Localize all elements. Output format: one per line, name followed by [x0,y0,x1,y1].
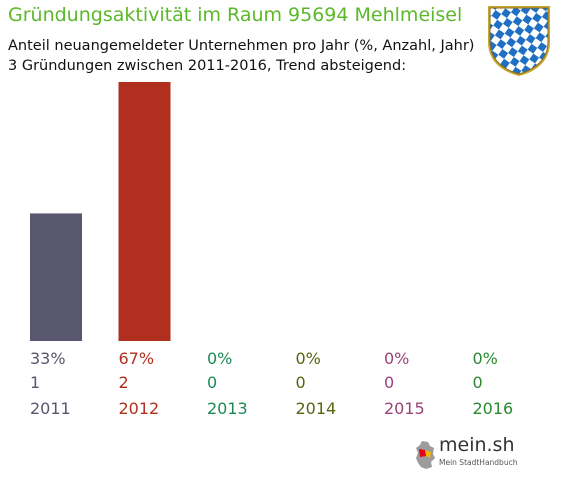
chart-title: Gründungsaktivität im Raum 95694 Mehlmei… [8,4,463,26]
year-label-2013: 2013 [207,399,248,418]
mein-sh-logo[interactable]: mein.sh Mein StadtHandbuch [414,432,524,476]
count-label-2012: 2 [119,373,129,392]
subtitle-line-1: Anteil neuangemeldeter Unternehmen pro J… [8,38,475,54]
percent-label-2013: 0% [207,349,232,368]
count-label-2014: 0 [296,373,306,392]
count-label-2013: 0 [207,373,217,392]
percent-label-2011: 33% [30,349,66,368]
bavaria-crest-icon [488,6,550,76]
germany-map-icon [416,441,435,469]
chart-subtitle: Anteil neuangemeldeter Unternehmen pro J… [8,36,474,76]
subtitle-line-2: 3 Gründungen zwischen 2011-2016, Trend a… [8,58,407,74]
count-label-2011: 1 [30,373,40,392]
year-label-2012: 2012 [119,399,160,418]
year-label-2011: 2011 [30,399,71,418]
year-label-2015: 2015 [384,399,425,418]
percent-label-2015: 0% [384,349,409,368]
count-label-2015: 0 [384,373,394,392]
bar-2012 [118,82,171,341]
logo-name: mein.sh [439,434,515,456]
percent-label-2014: 0% [296,349,321,368]
year-label-2014: 2014 [296,399,337,418]
percent-label-2012: 67% [119,349,155,368]
year-label-2016: 2016 [473,399,514,418]
count-label-2016: 0 [473,373,483,392]
bar-2011 [30,213,82,341]
logo-tagline: Mein StadtHandbuch [439,458,518,467]
percent-label-2016: 0% [473,349,498,368]
